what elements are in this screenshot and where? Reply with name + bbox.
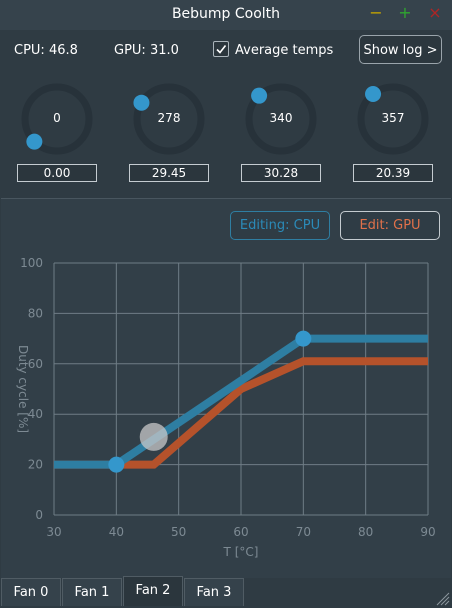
tab-fan-0[interactable]: Fan 0 <box>1 578 61 606</box>
dial-value: 278 <box>157 111 181 125</box>
dial-value: 357 <box>381 111 405 125</box>
tab-fan-3[interactable]: Fan 3 <box>184 578 244 606</box>
fan-3-value-field[interactable]: 20.39 <box>353 164 433 182</box>
dial-value: 0 <box>53 111 61 125</box>
show-log-button[interactable]: Show log > <box>359 35 442 64</box>
title-bar: Bebump Coolth − + × <box>0 0 452 30</box>
minimize-button[interactable]: − <box>369 3 383 22</box>
dial-knob[interactable] <box>251 87 268 104</box>
dial-knob[interactable] <box>365 85 382 102</box>
fan-1-value-field[interactable]: 29.45 <box>129 164 209 182</box>
close-button[interactable]: × <box>428 3 442 22</box>
dial-ring <box>133 83 205 155</box>
dial-knob[interactable] <box>26 133 43 150</box>
check-icon <box>216 45 227 54</box>
window-title: Bebump Coolth <box>171 6 281 22</box>
edit-gpu-button[interactable]: Edit: GPU <box>340 211 440 240</box>
dial-ring <box>357 83 429 155</box>
dial-track <box>21 83 93 155</box>
dial-value: 340 <box>269 111 293 125</box>
dial-track <box>357 83 429 155</box>
tab-fan-1[interactable]: Fan 1 <box>62 578 122 606</box>
dial-ring <box>245 83 317 155</box>
fan-2-dial[interactable]: 340 <box>243 82 319 158</box>
fan-3-dial[interactable]: 357 <box>355 82 431 158</box>
fan-tab-bar: Fan 0 Fan 1 Fan 2 Fan 3 <box>0 576 452 608</box>
gpu-temperature: GPU: 31.0 <box>114 43 179 58</box>
editing-cpu-button[interactable]: Editing: CPU <box>230 211 330 240</box>
average-temps-checkbox[interactable] <box>213 41 229 57</box>
dial-knob[interactable] <box>133 94 150 111</box>
average-temps-label: Average temps <box>235 43 334 58</box>
resize-grip-icon[interactable] <box>434 590 450 606</box>
cpu-temperature: CPU: 46.8 <box>14 43 78 58</box>
curve-editor-panel <box>1 198 451 579</box>
maximize-button[interactable]: + <box>398 3 412 22</box>
fan-0-value-field[interactable]: 0.00 <box>17 164 97 182</box>
dial-track <box>133 83 205 155</box>
tab-fan-2[interactable]: Fan 2 <box>123 576 183 606</box>
dial-ring <box>21 83 93 155</box>
fan-2-value-field[interactable]: 30.28 <box>241 164 321 182</box>
dial-track <box>245 83 317 155</box>
fan-1-dial[interactable]: 278 <box>131 82 207 158</box>
fan-0-dial[interactable]: 0 <box>19 82 95 158</box>
